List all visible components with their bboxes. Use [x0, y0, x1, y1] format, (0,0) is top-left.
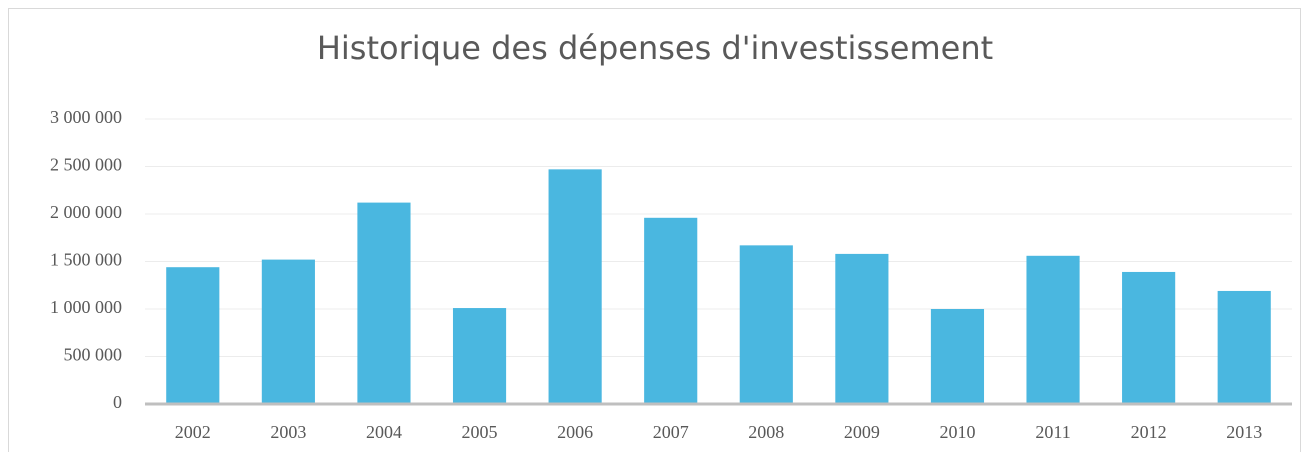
x-tick-label: 2005	[462, 422, 498, 442]
x-tick-label: 2004	[366, 422, 402, 442]
y-tick-label: 500 000	[64, 345, 123, 365]
x-tick-label: 2010	[939, 422, 975, 442]
x-tick-label: 2013	[1226, 422, 1262, 442]
bar	[261, 259, 315, 404]
bar	[1122, 271, 1176, 404]
bar	[835, 253, 889, 404]
bar	[1217, 290, 1271, 404]
bar	[357, 202, 411, 404]
y-tick-label: 1 000 000	[50, 297, 122, 317]
bar	[548, 169, 602, 404]
bar	[1026, 255, 1080, 404]
y-tick-label: 2 500 000	[50, 155, 122, 175]
y-tick-label: 2 000 000	[50, 202, 122, 222]
x-tick-label: 2006	[557, 422, 593, 442]
y-tick-label: 0	[113, 392, 122, 412]
x-tick-label: 2011	[1035, 422, 1070, 442]
x-tick-label: 2002	[175, 422, 211, 442]
bar	[930, 309, 985, 404]
bar	[452, 308, 507, 404]
bar	[166, 267, 220, 404]
bar	[644, 217, 698, 404]
x-tick-label: 2008	[748, 422, 784, 442]
x-tick-label: 2012	[1131, 422, 1167, 442]
x-tick-label: 2009	[844, 422, 880, 442]
x-tick-label: 2007	[653, 422, 689, 442]
bar	[739, 245, 793, 404]
y-tick-label: 3 000 000	[50, 107, 122, 127]
chart-title: Historique des dépenses d'investissement	[317, 29, 993, 67]
y-tick-label: 1 500 000	[50, 250, 122, 270]
x-tick-label: 2003	[270, 422, 306, 442]
